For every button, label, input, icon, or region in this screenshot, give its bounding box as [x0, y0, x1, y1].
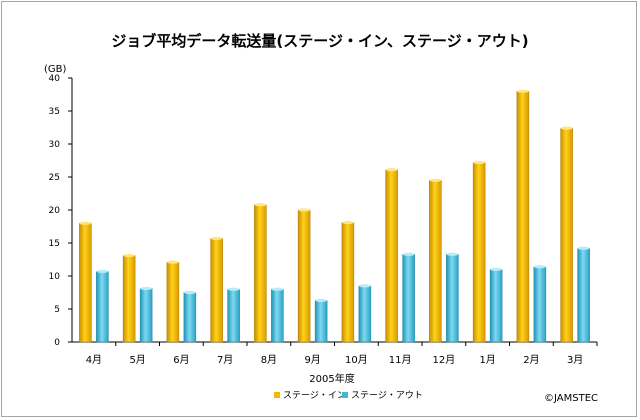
x-tick-label: 4月	[86, 354, 102, 366]
bar-cap-stage-out	[227, 287, 240, 291]
bar-cap-stage-out	[271, 287, 284, 291]
bar-cap-stage-in	[385, 168, 398, 172]
bar-stage-out	[489, 269, 503, 343]
bar-stage-out	[314, 300, 328, 343]
bar-stage-out	[183, 292, 197, 343]
y-axis-label: (GB)	[44, 64, 67, 75]
x-axis-label: 2005年度	[309, 372, 354, 385]
legend-label-stage-out: ステージ・アウト	[351, 390, 423, 401]
bar-stage-out	[139, 288, 153, 343]
x-tick-label: 2月	[523, 354, 539, 366]
x-tick-label: 10月	[345, 354, 368, 366]
x-tick-label: 11月	[389, 354, 412, 366]
bar-stage-in	[254, 204, 267, 343]
chart-title: ジョブ平均データ転送量(ステージ・イン、ステージ・アウト)	[111, 32, 528, 50]
x-tick-label: 8月	[261, 354, 277, 366]
bar-cap-stage-out	[183, 290, 196, 295]
y-tick-label: 35	[49, 107, 60, 117]
bar-stage-out	[271, 288, 284, 343]
bar-stage-in	[560, 127, 573, 343]
bar-cap-stage-in	[166, 260, 179, 264]
y-tick-label: 0	[54, 338, 60, 348]
bar-stage-in	[297, 209, 311, 343]
bar-cap-stage-out	[96, 269, 109, 273]
bar-cap-stage-in	[473, 160, 486, 165]
bar-stage-out	[402, 253, 415, 343]
plot-area: 0 5 10 15 20 25 30 35 40 4月 5月 6月 7月 8月 9月 10月 11月 12月 1月 2…	[49, 74, 598, 366]
bar-cap-stage-in	[516, 89, 529, 93]
y-tick-label: 15	[49, 239, 60, 249]
bar-stage-out	[227, 288, 240, 343]
bar-cap-stage-out	[490, 267, 503, 271]
y-tick-label: 5	[54, 305, 60, 315]
bar-cap-stage-in	[341, 220, 354, 225]
bar-stage-out	[533, 266, 547, 343]
bar-cap-stage-in	[429, 178, 442, 182]
legend-swatch-stage-out	[342, 392, 348, 398]
bar-cap-stage-out	[315, 298, 328, 303]
x-tick-label: 5月	[129, 354, 145, 366]
bar-cap-stage-in	[79, 221, 92, 225]
bar-cap-stage-in	[298, 208, 311, 212]
bar-stage-in	[79, 222, 92, 343]
legend: ステージ・イン ステージ・アウト	[274, 390, 423, 401]
bar-cap-stage-in	[210, 236, 223, 240]
bar-stage-out	[577, 248, 590, 343]
legend-label-stage-in: ステージ・イン	[283, 390, 346, 401]
y-tick-label: 20	[49, 206, 61, 216]
x-tick-label: 3月	[567, 354, 583, 366]
bar-cap-stage-in	[123, 253, 136, 258]
bar-cap-stage-out	[446, 252, 459, 256]
y-tick-label: 10	[49, 272, 61, 282]
bar-cap-stage-in	[560, 126, 573, 130]
bar-stage-in	[122, 255, 136, 343]
bar-cap-stage-out	[140, 286, 153, 291]
bar-stage-in	[166, 261, 180, 343]
bar-stage-out	[446, 253, 459, 343]
bar-stage-in	[429, 180, 442, 343]
bar-cap-stage-out	[533, 265, 546, 269]
bar-stage-out	[96, 271, 109, 343]
x-tick-label: 7月	[217, 354, 233, 366]
bar-cap-stage-out	[402, 252, 415, 256]
x-tick-label: 1月	[479, 354, 495, 366]
y-tick-label: 30	[49, 140, 61, 150]
bar-stage-in	[516, 90, 530, 343]
bar-cap-stage-out	[358, 284, 371, 288]
bar-stage-in	[210, 238, 223, 343]
y-tick-label: 25	[49, 173, 60, 183]
bar-stage-out	[358, 285, 372, 343]
bar-stage-in	[341, 222, 355, 343]
bar-stage-in	[385, 169, 398, 343]
bar-cap-stage-in	[254, 203, 267, 207]
bar-stage-in	[472, 162, 486, 343]
bar-cap-stage-out	[577, 246, 590, 250]
legend-swatch-stage-in	[274, 392, 280, 398]
x-tick-label: 6月	[173, 354, 189, 366]
x-tick-label: 12月	[433, 354, 456, 366]
credit-text: ©JAMSTEC	[544, 393, 598, 404]
y-tick-label: 40	[49, 74, 61, 84]
x-tick-label: 9月	[304, 354, 320, 366]
